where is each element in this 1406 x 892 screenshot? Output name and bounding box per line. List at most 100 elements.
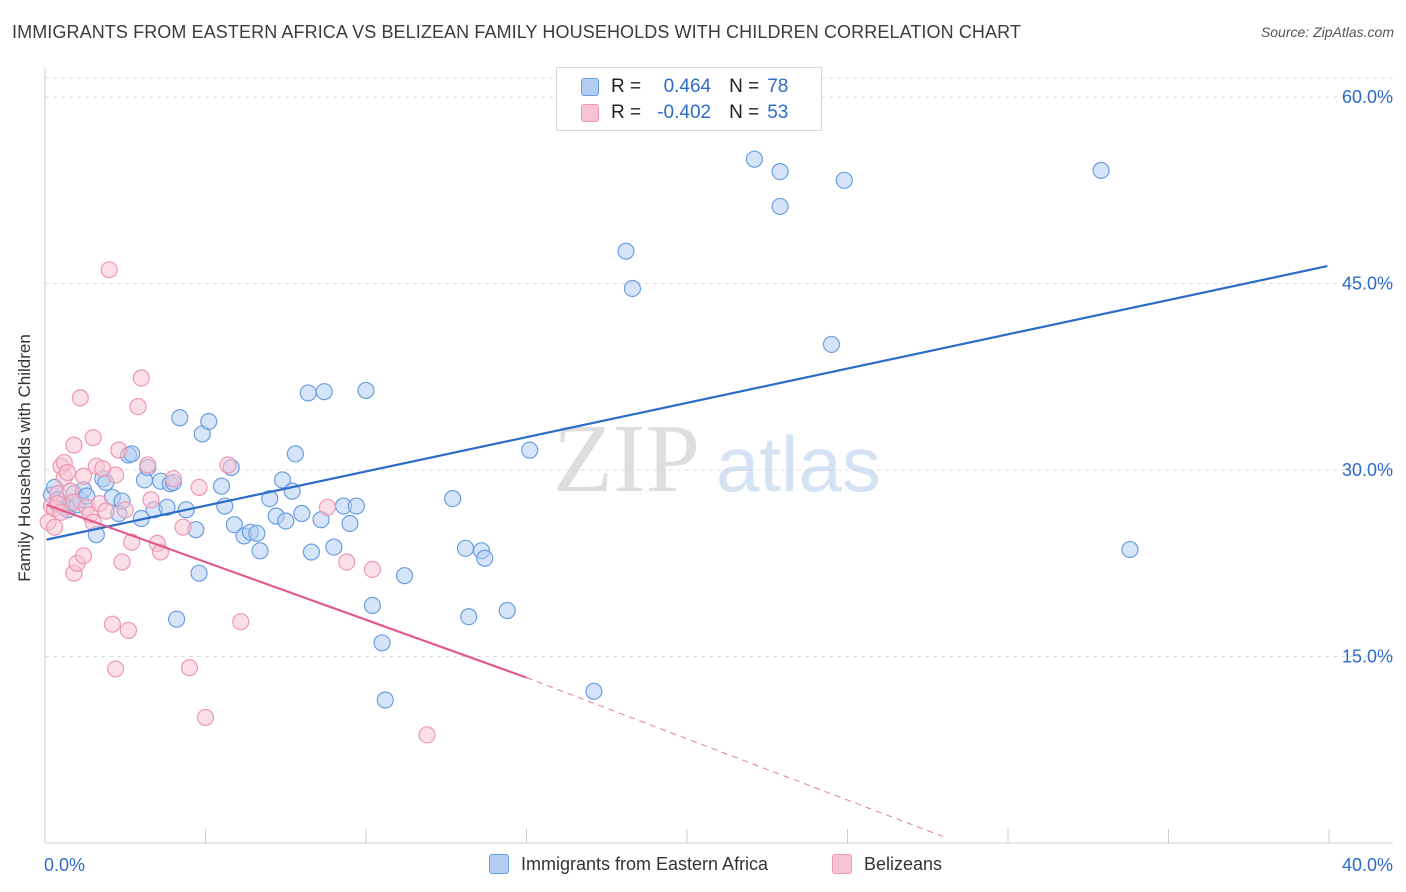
- data-point-eastern-africa: [248, 524, 266, 543]
- data-point-belizeans: [318, 498, 337, 516]
- legend-row-eastern-africa: R = 0.464 N = 78: [581, 75, 788, 99]
- data-point-belizeans: [129, 397, 147, 416]
- data-point-belizeans: [46, 518, 64, 536]
- data-point-eastern-africa: [363, 596, 382, 615]
- y-tick-label: 15.0%: [1342, 647, 1393, 667]
- data-point-eastern-africa: [456, 539, 475, 557]
- data-point-belizeans: [65, 436, 83, 454]
- data-point-eastern-africa: [476, 549, 494, 567]
- bottom-legend-label: Immigrants from Eastern Africa: [521, 853, 769, 874]
- grid-lines: [45, 77, 1393, 657]
- trend-line-eastern-africa: [46, 265, 1328, 541]
- axes: 15.0% 30.0% 45.0% 60.0% 0.0% 40.0%: [44, 68, 1393, 875]
- legend-n-value: 53: [767, 102, 789, 123]
- data-point-belizeans: [139, 456, 157, 474]
- data-point-eastern-africa: [771, 163, 789, 181]
- legend-r-label: R =: [611, 76, 642, 97]
- bottom-legend-swatch-blue: [489, 854, 509, 874]
- data-point-belizeans: [107, 660, 125, 678]
- data-point-belizeans: [174, 518, 192, 536]
- data-point-belizeans: [190, 478, 208, 497]
- data-point-eastern-africa: [171, 409, 189, 427]
- data-point-eastern-africa: [585, 682, 603, 700]
- series-belizeans-points: [39, 261, 436, 744]
- bottom-legend-label: Belizeans: [864, 853, 943, 874]
- y-axis-label: Family Households with Children: [15, 334, 34, 582]
- data-point-eastern-africa: [277, 512, 295, 530]
- data-point-eastern-africa: [251, 542, 269, 560]
- data-point-eastern-africa: [293, 504, 311, 523]
- data-point-belizeans: [74, 547, 93, 565]
- data-point-eastern-africa: [212, 477, 231, 495]
- data-point-eastern-africa: [341, 514, 359, 533]
- data-point-belizeans: [142, 491, 160, 509]
- y-tick-label: 45.0%: [1342, 274, 1393, 294]
- trend-line-belizeans-extrapolated: [526, 677, 944, 838]
- legend-n-label: N =: [729, 76, 760, 97]
- chart-title: IMMIGRANTS FROM EASTERN AFRICA VS BELIZE…: [12, 22, 1022, 42]
- watermark-atlas: atlas: [716, 420, 881, 508]
- source-label: Source: ZipAtlas.com: [1260, 24, 1394, 40]
- data-point-belizeans: [363, 560, 382, 579]
- data-point-eastern-africa: [347, 497, 365, 515]
- data-point-eastern-africa: [617, 242, 635, 260]
- bottom-legend-eastern-africa: Immigrants from Eastern Africa: [489, 852, 768, 876]
- data-point-eastern-africa: [325, 538, 343, 556]
- data-point-belizeans: [119, 621, 138, 639]
- data-point-belizeans: [132, 369, 150, 387]
- data-point-eastern-africa: [460, 608, 478, 626]
- data-point-eastern-africa: [261, 489, 279, 508]
- y-tick-label: 60.0%: [1342, 87, 1393, 107]
- data-point-eastern-africa: [357, 381, 375, 400]
- data-point-belizeans: [116, 501, 134, 519]
- data-point-eastern-africa: [521, 441, 539, 459]
- data-point-belizeans: [58, 463, 77, 482]
- data-point-eastern-africa: [1121, 540, 1139, 559]
- legend-n-value: 78: [767, 76, 789, 97]
- data-point-eastern-africa: [299, 384, 317, 402]
- data-point-eastern-africa: [498, 601, 516, 620]
- data-point-eastern-africa: [158, 498, 176, 516]
- data-point-eastern-africa: [200, 412, 218, 431]
- data-point-eastern-africa: [745, 150, 764, 168]
- data-point-belizeans: [418, 726, 436, 744]
- data-point-eastern-africa: [835, 171, 853, 189]
- legend-r-value: -0.402: [657, 102, 712, 123]
- data-point-eastern-africa: [395, 567, 414, 585]
- data-point-belizeans: [123, 533, 141, 551]
- data-point-belizeans: [103, 615, 122, 633]
- data-point-belizeans: [196, 708, 215, 727]
- x-tick-label: 0.0%: [44, 855, 85, 875]
- data-point-eastern-africa: [286, 445, 304, 463]
- data-point-eastern-africa: [302, 543, 321, 561]
- data-point-belizeans: [71, 389, 89, 407]
- correlation-legend: R = 0.464 N = 78 R = -0.402 N = 53: [556, 67, 822, 131]
- data-point-belizeans: [84, 429, 102, 447]
- data-point-eastern-africa: [168, 610, 186, 628]
- bottom-legend-swatch-pink: [832, 854, 852, 874]
- data-point-belizeans: [113, 553, 131, 571]
- data-point-eastern-africa: [376, 691, 394, 709]
- data-point-belizeans: [100, 261, 118, 279]
- data-point-belizeans: [219, 456, 237, 474]
- legend-n-label: N =: [729, 102, 760, 123]
- data-point-belizeans: [180, 659, 199, 677]
- data-point-belizeans: [97, 502, 115, 520]
- data-point-eastern-africa: [444, 489, 462, 508]
- data-point-eastern-africa: [623, 279, 642, 298]
- data-point-belizeans: [232, 613, 250, 631]
- legend-swatch-pink: [581, 104, 599, 122]
- data-point-belizeans: [107, 466, 125, 484]
- data-point-eastern-africa: [771, 197, 789, 216]
- data-point-belizeans: [110, 441, 128, 459]
- data-point-belizeans: [164, 470, 182, 488]
- legend-r-value: 0.464: [663, 76, 712, 97]
- data-point-eastern-africa: [822, 335, 841, 354]
- data-point-belizeans: [338, 553, 356, 571]
- trend-lines: [46, 265, 1328, 838]
- legend-r-label: R =: [611, 102, 642, 123]
- legend-row-belizeans: R = -0.402 N = 53: [581, 101, 788, 125]
- watermark-zip: ZIP: [553, 405, 700, 513]
- data-point-eastern-africa: [1092, 161, 1110, 179]
